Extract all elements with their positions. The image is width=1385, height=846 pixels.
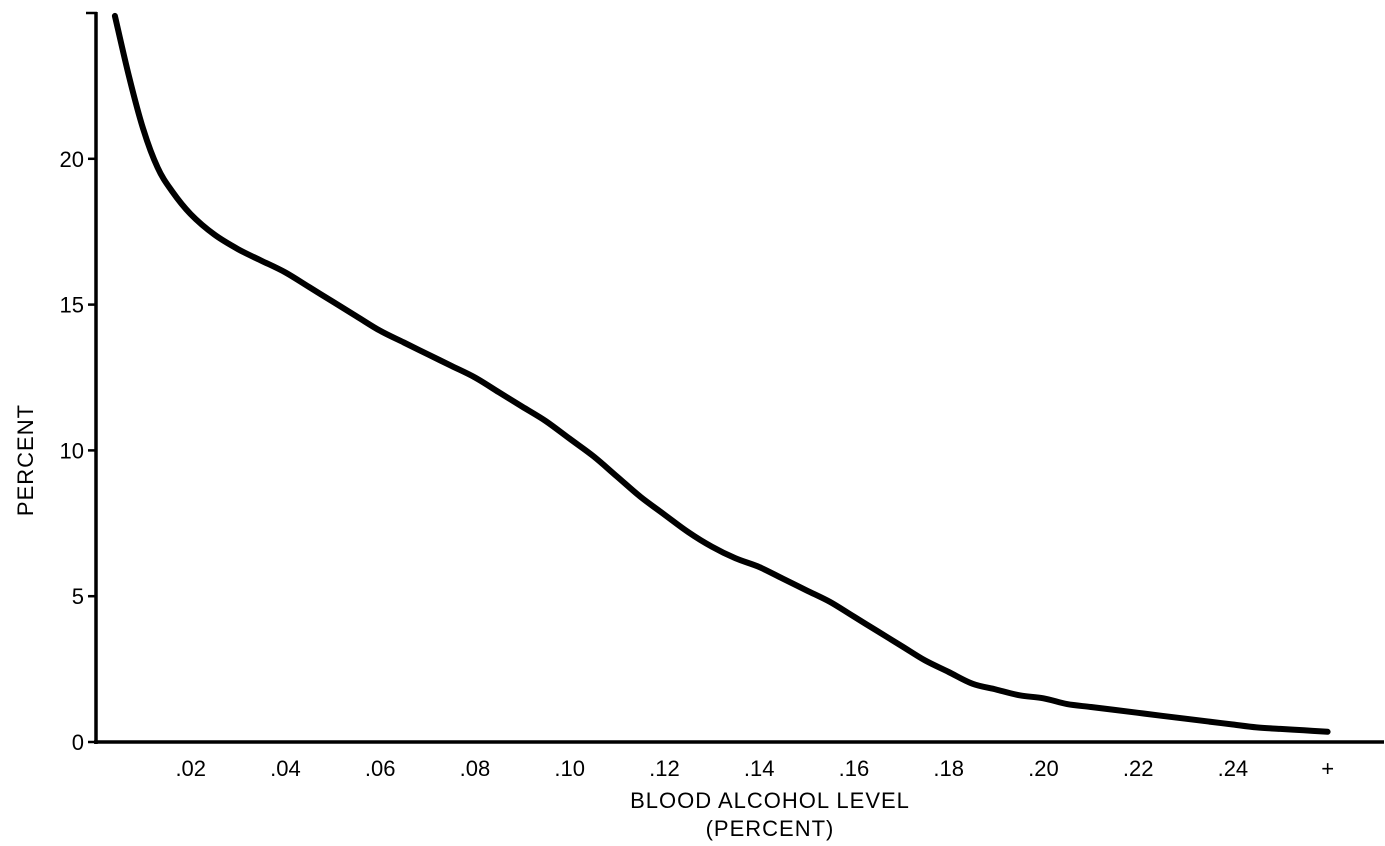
- series-line: [111, 12, 1331, 735]
- x-tick-label: .02: [175, 756, 206, 781]
- x-tick-label: .14: [744, 756, 775, 781]
- y-tick-label: 10: [60, 438, 84, 463]
- x-tick-label: .06: [365, 756, 396, 781]
- x-tick-label: .22: [1123, 756, 1154, 781]
- x-tick-label: .10: [554, 756, 585, 781]
- y-axis-title: PERCENT: [13, 404, 38, 516]
- x-tick-label: .18: [933, 756, 964, 781]
- y-tick-label: 5: [72, 584, 84, 609]
- x-tick-label: +: [1321, 756, 1334, 781]
- x-tick-label: .24: [1218, 756, 1249, 781]
- x-tick-label: .04: [270, 756, 301, 781]
- x-tick-label: .16: [839, 756, 870, 781]
- x-axis-title-units: (PERCENT): [706, 816, 835, 841]
- x-tick-label: .12: [649, 756, 680, 781]
- x-tick-label: .08: [460, 756, 491, 781]
- x-axis-title: BLOOD ALCOHOL LEVEL: [630, 788, 910, 813]
- y-tick-label: 15: [60, 293, 84, 318]
- y-tick-label: 20: [60, 147, 84, 172]
- y-axis-ticks: 0 5 10 15 20: [60, 11, 97, 755]
- x-axis-ticks: .02 .04 .06 .08 .10 .12 .14 .16 .18 .20 .22 .24 +: [175, 756, 1334, 781]
- x-tick-label: .20: [1028, 756, 1059, 781]
- y-tick-label: 0: [72, 730, 84, 755]
